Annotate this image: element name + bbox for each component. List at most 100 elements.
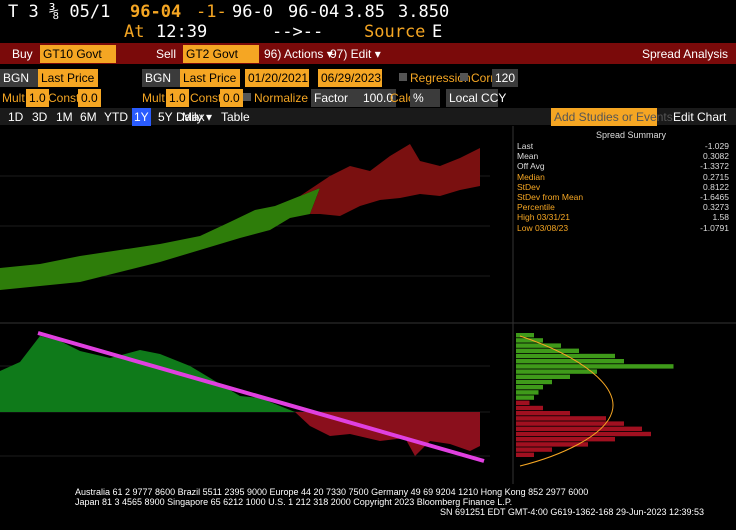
histogram-bar [516, 353, 615, 359]
input[interactable]: 1.0 [166, 89, 189, 107]
label: Calc [390, 91, 415, 105]
summary-value: -1.3372 [700, 161, 729, 172]
period-button[interactable]: 1Y [132, 108, 151, 126]
histogram-bar [516, 374, 570, 379]
histogram [516, 333, 674, 457]
buy-ticker[interactable]: GT10 Govt [40, 45, 116, 63]
period-button[interactable]: 1M [56, 110, 73, 124]
histogram-bar [516, 437, 615, 442]
input[interactable]: Factor [311, 89, 361, 107]
checkbox[interactable] [243, 93, 251, 101]
table-button[interactable]: Table [221, 110, 250, 124]
histogram-bar [516, 338, 543, 343]
price-field[interactable]: Last Price [180, 69, 240, 87]
histogram-bar [516, 447, 552, 452]
histogram-bar [516, 359, 624, 364]
histogram-bar [516, 421, 624, 426]
summary-value: -1.6465 [700, 191, 729, 202]
input[interactable]: % [410, 89, 440, 107]
checkbox[interactable] [460, 73, 468, 81]
summary-row: Last -1.029 [517, 141, 731, 151]
histogram-bar [516, 426, 642, 431]
input[interactable]: 0.0 [220, 89, 243, 107]
histogram-bar [516, 333, 534, 338]
summary-row: Percentile 0.3273 [517, 202, 731, 212]
sell-ticker[interactable]: GT2 Govt [183, 45, 259, 63]
summary-label: Percentile [517, 202, 555, 213]
summary-row: StDev 0.8122 [517, 182, 731, 192]
footer: Japan 81 3 4565 8900 Singapore 65 6212 1… [75, 497, 513, 507]
summary-value: 1.58 [712, 212, 729, 223]
summary-row: Mean 0.3082 [517, 151, 731, 161]
source-label: Source [364, 22, 426, 42]
period-button[interactable]: YTD [104, 110, 128, 124]
period-button[interactable]: 3D [32, 110, 48, 124]
summary-row: Off Avg -1.3372 [517, 161, 731, 171]
edit-chart[interactable]: Edit Chart [673, 110, 727, 124]
period-button[interactable]: 1D [8, 110, 24, 124]
summary-label: StDev from Mean [517, 191, 584, 202]
buy-button[interactable]: Buy [12, 47, 33, 61]
bid: 96-04 [130, 2, 182, 22]
histogram-bar [516, 431, 651, 437]
histogram-bar [516, 416, 606, 421]
input[interactable]: 100.0 [360, 89, 397, 107]
summary-value: -1.0791 [700, 222, 729, 233]
price-field[interactable]: Last Price [38, 69, 98, 87]
density-curve [519, 335, 614, 467]
period-button[interactable]: Max [182, 110, 205, 124]
source-field[interactable]: BGN [142, 69, 180, 87]
summary-label: Low 03/08/23 [517, 222, 569, 233]
actions-menu[interactable]: 96) Actions ▾ [264, 47, 333, 61]
summary-label: Off Avg [517, 161, 545, 172]
input[interactable]: 0.0 [78, 89, 101, 107]
summary-label: Mean [517, 151, 539, 162]
arrow: -->-- [272, 22, 324, 42]
period-button[interactable]: 5Y [158, 110, 173, 124]
histogram-bar [516, 452, 534, 457]
source: E [432, 22, 443, 42]
start-date[interactable]: 01/20/2021 [245, 69, 309, 87]
label: Const [48, 91, 80, 105]
checkbox[interactable] [399, 73, 407, 81]
frequency[interactable]: Daily ▾ [176, 110, 213, 124]
summary-label: High 03/31/21 [517, 212, 570, 223]
input[interactable]: Local CCY [446, 89, 506, 107]
regression-label: Regression [410, 71, 471, 85]
summary-label: StDev [517, 181, 541, 192]
yield: 3.85 [344, 2, 385, 22]
label: Const [190, 91, 222, 105]
yield2: 3.850 [398, 2, 450, 22]
size: -1- [196, 2, 227, 22]
histogram-bar [516, 348, 579, 353]
studies-input[interactable]: Add Studies or Events [551, 108, 673, 126]
spread-positive [0, 336, 295, 412]
histogram-bar [516, 411, 570, 416]
histogram-bar [516, 400, 530, 405]
last: 96-04 [288, 2, 340, 22]
histogram-bar [516, 369, 597, 374]
footer: Australia 61 2 9777 8600 Brazil 5511 239… [75, 487, 589, 497]
at-label: At [124, 22, 145, 42]
edit-menu[interactable]: 97) Edit ▾ [330, 47, 381, 61]
trend-line [37, 331, 485, 463]
period-button[interactable]: 6M [80, 110, 97, 124]
footer: SN 691251 EDT GMT-4:00 G619-1362-168 29-… [440, 507, 705, 517]
summary-value: -1.029 [704, 141, 729, 151]
corr-days[interactable]: 120 [492, 69, 519, 87]
summary-table: Last -1.029 Mean 0.3082 Off Avg -1.3372 Median… [517, 141, 731, 233]
summary-row: Median 0.2715 [517, 172, 731, 182]
source-field[interactable]: BGN [0, 69, 38, 87]
input[interactable]: 1.0 [26, 89, 49, 107]
corr-label: Corr [471, 71, 495, 85]
end-date[interactable]: 06/29/2023 [318, 69, 382, 87]
summary-title: Spread Summary [596, 130, 667, 140]
sell-button[interactable]: Sell [156, 47, 177, 61]
summary-label: Median [517, 171, 545, 182]
summary-row: Low 03/08/23 -1.0791 [517, 223, 731, 233]
charts [0, 126, 736, 484]
histogram-bar [516, 385, 543, 390]
time: 12:39 [156, 22, 208, 42]
histogram-bar [516, 364, 674, 369]
